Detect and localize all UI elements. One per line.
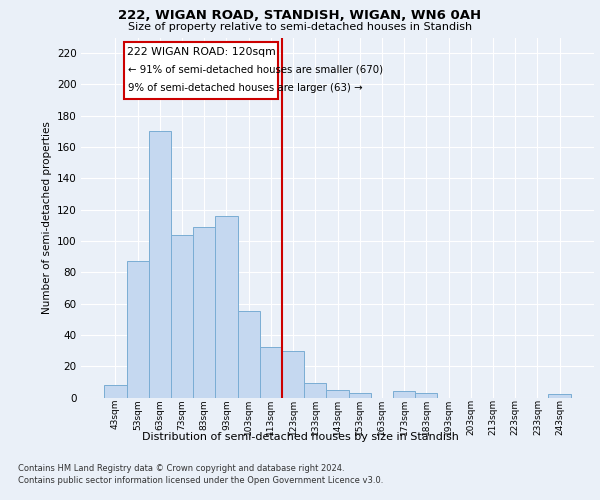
Bar <box>104 385 127 398</box>
Bar <box>282 350 304 398</box>
Bar <box>326 390 349 398</box>
Bar <box>393 391 415 398</box>
Bar <box>260 348 282 398</box>
Bar <box>349 393 371 398</box>
Bar <box>304 384 326 398</box>
Bar <box>415 393 437 398</box>
Text: Contains public sector information licensed under the Open Government Licence v3: Contains public sector information licen… <box>18 476 383 485</box>
Bar <box>149 132 171 398</box>
Bar <box>548 394 571 398</box>
Bar <box>127 262 149 398</box>
Bar <box>171 234 193 398</box>
Bar <box>193 227 215 398</box>
Y-axis label: Number of semi-detached properties: Number of semi-detached properties <box>41 121 52 314</box>
Text: Distribution of semi-detached houses by size in Standish: Distribution of semi-detached houses by … <box>142 432 458 442</box>
Text: 222, WIGAN ROAD, STANDISH, WIGAN, WN6 0AH: 222, WIGAN ROAD, STANDISH, WIGAN, WN6 0A… <box>118 9 482 22</box>
Bar <box>215 216 238 398</box>
Text: 222 WIGAN ROAD: 120sqm: 222 WIGAN ROAD: 120sqm <box>127 47 275 57</box>
Bar <box>238 312 260 398</box>
Text: Size of property relative to semi-detached houses in Standish: Size of property relative to semi-detach… <box>128 22 472 32</box>
Text: 9% of semi-detached houses are larger (63) →: 9% of semi-detached houses are larger (6… <box>128 84 362 94</box>
Text: ← 91% of semi-detached houses are smaller (670): ← 91% of semi-detached houses are smalle… <box>128 64 383 74</box>
Text: Contains HM Land Registry data © Crown copyright and database right 2024.: Contains HM Land Registry data © Crown c… <box>18 464 344 473</box>
FancyBboxPatch shape <box>124 42 278 98</box>
